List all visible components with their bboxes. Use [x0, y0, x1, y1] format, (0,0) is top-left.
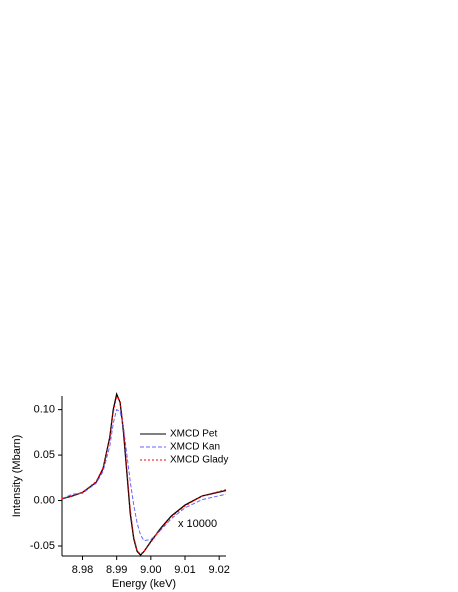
x-tick-label: 9.01	[174, 564, 195, 576]
y-tick-label: 0.00	[34, 494, 55, 506]
annotation: x 10000	[178, 518, 217, 530]
legend-label: XMCD Kan	[170, 442, 220, 453]
y-tick-label: 0.10	[34, 404, 55, 416]
series-line	[61, 392, 227, 557]
y-tick-label: -0.05	[30, 540, 55, 552]
x-tick-label: 8.98	[72, 564, 93, 576]
series-line	[61, 395, 227, 555]
x-axis-label: Energy (keV)	[112, 578, 176, 590]
legend-label: XMCD Pet	[170, 429, 217, 440]
x-tick-label: 9.00	[140, 564, 161, 576]
series-line	[61, 408, 227, 542]
x-tick-label: 8.99	[106, 564, 127, 576]
y-axis-label: Intensity (Mbarn)	[11, 435, 23, 518]
y-tick-label: 0.05	[34, 449, 55, 461]
legend-label: XMCD Glady	[170, 455, 228, 466]
x-tick-label: 9.02	[208, 564, 229, 576]
